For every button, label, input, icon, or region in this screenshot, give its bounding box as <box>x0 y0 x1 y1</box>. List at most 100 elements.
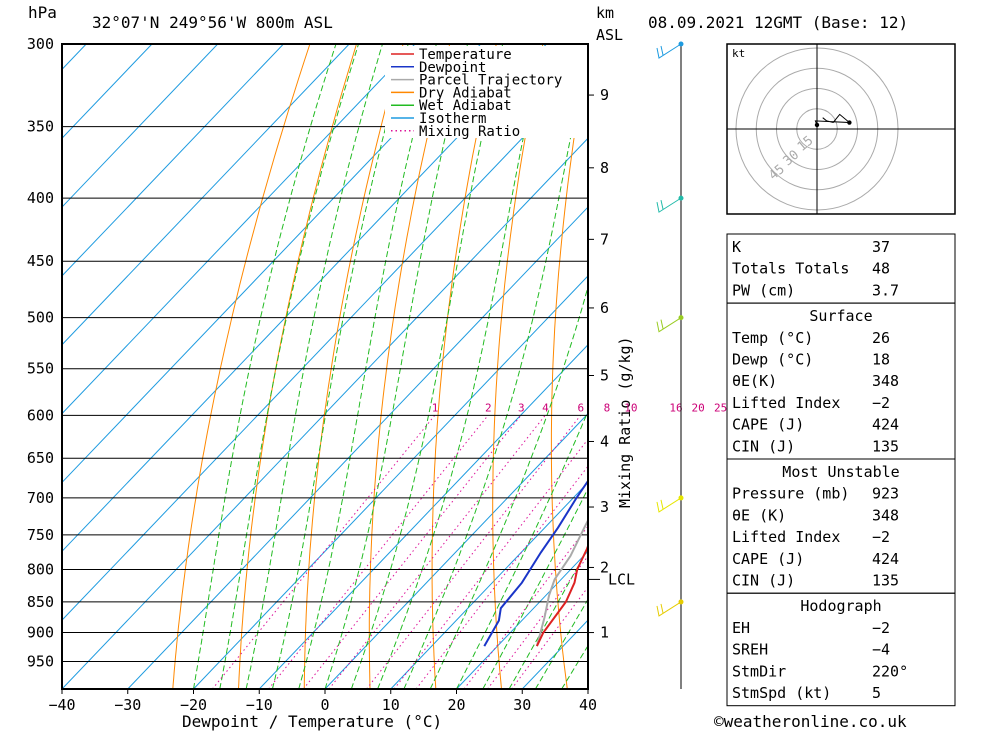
legend-label: Wet Adiabat <box>419 98 512 114</box>
legend-label: Temperature <box>419 47 512 63</box>
mixing-ratio-line <box>211 415 436 689</box>
mixing-ratio-label: 4 <box>542 401 549 414</box>
mixing-ratio-label: 16 <box>669 401 682 414</box>
pressure-tick-label: 600 <box>27 406 54 424</box>
pressure-tick-label: 350 <box>27 118 54 136</box>
x-tick-label: 0 <box>320 696 329 714</box>
km-tick-label: 2 <box>600 558 609 576</box>
mixing-ratio-line <box>393 438 588 689</box>
dry-adiabat-line <box>962 44 1000 689</box>
x-tick-label: −10 <box>246 696 273 714</box>
asl-label: ASL <box>596 26 623 44</box>
isotherm-line <box>193 275 588 689</box>
index-name: EH <box>732 619 750 637</box>
wet-adiabat-line <box>193 44 337 689</box>
km-tick-label: 1 <box>600 624 609 642</box>
legend-label: Dewpoint <box>419 60 486 76</box>
hodograph-point <box>847 120 852 125</box>
indices-most-unstable-title: Most Unstable <box>782 463 899 481</box>
index-value: −4 <box>872 641 890 659</box>
pressure-tick-label: 800 <box>27 560 54 578</box>
pressure-tick-label: 700 <box>27 489 54 507</box>
mixing-ratio-line <box>487 555 588 689</box>
isotherm-line <box>62 44 284 277</box>
index-value: 348 <box>872 506 899 524</box>
pressure-axis: 300 350 400 450 500 550 600 650 700 750 800 850 900 9… <box>27 35 54 671</box>
dry-adiabat-line <box>368 44 451 689</box>
km-tick-label: 5 <box>600 366 609 384</box>
index-value: 135 <box>872 572 899 590</box>
wind-barb <box>656 43 682 59</box>
isotherm-line <box>62 44 219 208</box>
mixing-ratio-label: 20 <box>691 401 704 414</box>
pressure-tick-label: 550 <box>27 360 54 378</box>
legend-label: Parcel Trajectory <box>419 73 562 89</box>
pressure-tick-label: 750 <box>27 526 54 544</box>
index-name: Lifted Index <box>732 528 840 546</box>
wind-marker <box>678 315 684 321</box>
mixing-ratio-label: 3 <box>518 401 525 414</box>
datetime-label: 08.09.2021 12GMT (Base: 12) <box>648 13 908 32</box>
index-value: 48 <box>872 260 890 278</box>
pressure-tick-label: 300 <box>27 35 54 53</box>
hodograph-unit: kt <box>732 47 745 60</box>
mixing-ratio-label: 1 <box>432 401 439 414</box>
km-tick-label: 9 <box>600 86 609 104</box>
index-name: StmSpd (kt) <box>732 684 831 702</box>
index-value: 135 <box>872 437 899 455</box>
pressure-tick-label: 450 <box>27 252 54 270</box>
index-name: Temp (°C) <box>732 329 813 347</box>
mixing-ratio-label: 25 <box>714 401 727 414</box>
mixing-ratio-axis-title: Mixing Ratio (g/kg) <box>616 336 634 508</box>
isotherm-line <box>62 137 588 689</box>
parcel-trajectory-line <box>535 518 588 647</box>
hpa-axis-label: hPa <box>28 3 57 22</box>
mixing-ratio-label: 6 <box>578 401 585 414</box>
index-name: Dewp (°C) <box>732 351 813 369</box>
dry-adiabat-line <box>172 44 311 689</box>
mixing-ratio-line <box>511 586 588 689</box>
wind-barb <box>656 497 682 513</box>
index-name: CAPE (J) <box>732 416 804 434</box>
index-name: Lifted Index <box>732 394 840 412</box>
x-tick-label: −30 <box>114 696 141 714</box>
mixing-ratio-line <box>328 415 546 689</box>
lcl-label: LCL <box>608 570 635 588</box>
wet-adiabat-line <box>482 487 588 689</box>
km-axis: 1 2 3 4 5 6 7 8 9 LCL <box>588 86 635 642</box>
isotherm-line <box>456 550 588 689</box>
km-tick-label: 6 <box>600 299 609 317</box>
isotherm-line <box>258 344 588 689</box>
temperature-axis: −40 −30 −20 −10 0 10 20 30 40 <box>48 689 597 714</box>
wet-adiabat-line <box>456 410 588 689</box>
background-lines <box>62 44 1000 689</box>
isotherms <box>62 44 588 689</box>
index-value: 37 <box>872 238 890 256</box>
index-value: 220° <box>872 662 908 680</box>
location-title: 32°07'N 249°56'W 800m ASL <box>92 13 333 32</box>
wet-adiabat-line <box>324 44 469 689</box>
index-value: 26 <box>872 329 890 347</box>
legend-label: Dry Adiabat <box>419 85 512 101</box>
isotherm-line <box>127 206 588 689</box>
legend-label: Mixing Ratio <box>419 124 520 140</box>
mixing-ratio-line <box>366 415 581 689</box>
wet-adiabat-line <box>298 44 437 689</box>
index-value: −2 <box>872 394 890 412</box>
isobars <box>62 44 588 663</box>
isotherm-line <box>62 44 482 484</box>
km-label: km <box>596 4 614 22</box>
pressure-tick-label: 900 <box>27 624 54 642</box>
index-value: −2 <box>872 528 890 546</box>
wind-barb <box>656 317 682 333</box>
index-name: SREH <box>732 641 768 659</box>
pressure-tick-label: 850 <box>27 593 54 611</box>
wet-adiabat-line <box>245 44 383 689</box>
x-axis-title: Dewpoint / Temperature (°C) <box>182 712 442 731</box>
isotherm-line <box>324 412 588 689</box>
mixing-ratio-labels: 1 2 3 4 6 8 10 16 20 25 <box>432 401 727 414</box>
km-tick-label: 8 <box>600 159 609 177</box>
wind-barb <box>656 197 682 213</box>
